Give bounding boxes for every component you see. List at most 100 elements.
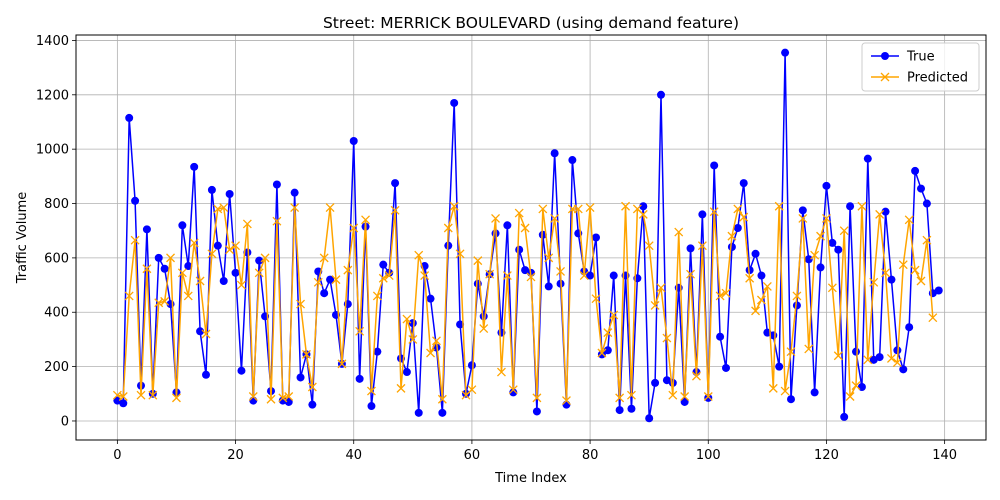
data-point-predicted bbox=[839, 226, 849, 236]
data-point-true bbox=[320, 289, 329, 298]
data-point-predicted bbox=[331, 275, 341, 285]
data-point-predicted bbox=[573, 204, 583, 214]
data-point-predicted bbox=[361, 215, 371, 225]
data-point-true bbox=[349, 137, 358, 146]
data-point-predicted bbox=[928, 313, 938, 323]
y-tick-label: 1000 bbox=[36, 143, 69, 158]
data-point-predicted bbox=[189, 238, 199, 248]
data-point-true bbox=[184, 262, 193, 271]
data-point-true bbox=[379, 260, 388, 269]
data-point-predicted bbox=[833, 351, 843, 361]
data-point-true bbox=[597, 350, 606, 359]
chart-title: Street: MERRICK BOULEVARD (using demand … bbox=[323, 14, 739, 32]
data-point-predicted bbox=[638, 209, 648, 219]
data-point-predicted bbox=[579, 271, 589, 281]
data-point-predicted bbox=[420, 271, 430, 281]
data-point-predicted bbox=[449, 201, 459, 211]
data-point-predicted bbox=[691, 371, 701, 381]
data-point-predicted bbox=[496, 367, 506, 377]
data-point-true bbox=[822, 181, 831, 190]
data-point-predicted bbox=[118, 392, 128, 401]
data-point-predicted bbox=[739, 212, 749, 222]
data-point-predicted bbox=[703, 392, 713, 401]
data-point-predicted bbox=[337, 359, 347, 369]
data-point-predicted bbox=[597, 348, 607, 358]
data-point-predicted bbox=[219, 203, 229, 213]
data-point-predicted bbox=[307, 382, 317, 392]
data-point-true bbox=[160, 264, 169, 273]
data-point-true bbox=[810, 388, 819, 397]
data-point-predicted bbox=[662, 333, 672, 343]
data-point-true bbox=[917, 184, 925, 193]
data-point-true bbox=[355, 374, 364, 383]
data-point-predicted bbox=[680, 392, 690, 401]
data-point-true bbox=[391, 179, 400, 188]
data-point-true bbox=[479, 312, 488, 321]
data-point-true bbox=[213, 241, 222, 250]
data-point-true bbox=[586, 271, 595, 280]
data-point-predicted bbox=[904, 215, 914, 225]
y-tick-label: 0 bbox=[61, 414, 69, 429]
data-point-predicted bbox=[372, 291, 382, 301]
data-point-predicted bbox=[183, 291, 193, 301]
data-point-predicted bbox=[733, 204, 743, 214]
data-point-predicted bbox=[236, 280, 246, 290]
legend-items bbox=[871, 52, 899, 82]
data-point-predicted bbox=[390, 205, 400, 215]
data-point-true bbox=[645, 414, 654, 423]
data-point-predicted bbox=[863, 355, 873, 365]
data-point-true bbox=[119, 399, 128, 408]
data-point-predicted bbox=[715, 291, 725, 301]
data-point-predicted bbox=[426, 348, 436, 358]
data-point-true bbox=[568, 156, 577, 165]
data-point-predicted bbox=[786, 347, 796, 357]
data-point-true bbox=[745, 266, 754, 275]
data-point-predicted bbox=[514, 208, 524, 218]
x-tick-label: 100 bbox=[696, 448, 721, 463]
data-point-predicted bbox=[609, 310, 619, 320]
series-layer bbox=[112, 48, 943, 423]
data-point-predicted bbox=[745, 273, 755, 283]
data-point-true bbox=[781, 48, 790, 57]
data-point-predicted bbox=[366, 386, 376, 396]
data-point-predicted bbox=[709, 207, 719, 217]
data-point-predicted bbox=[768, 383, 778, 393]
data-point-predicted bbox=[502, 271, 512, 281]
data-point-predicted bbox=[810, 250, 820, 260]
data-point-predicted bbox=[148, 390, 158, 400]
data-point-predicted bbox=[349, 223, 359, 233]
data-point-predicted bbox=[177, 268, 187, 278]
data-point-predicted bbox=[343, 265, 353, 275]
data-point-predicted bbox=[207, 249, 217, 259]
data-point-true bbox=[609, 271, 618, 280]
data-point-true bbox=[804, 255, 813, 264]
data-point-true bbox=[503, 221, 512, 230]
data-point-predicted bbox=[674, 227, 684, 237]
data-point-predicted bbox=[556, 267, 566, 276]
data-point-true bbox=[308, 400, 317, 409]
data-point-true bbox=[509, 388, 518, 397]
data-point-true bbox=[237, 366, 246, 375]
x-tick-label: 0 bbox=[113, 448, 121, 463]
data-point-predicted bbox=[550, 214, 560, 223]
data-point-true bbox=[207, 185, 216, 194]
x-tick-label: 140 bbox=[932, 448, 957, 463]
data-point-true bbox=[881, 207, 890, 216]
data-point-predicted bbox=[284, 392, 294, 401]
data-point-predicted bbox=[319, 253, 329, 263]
data-point-true bbox=[562, 400, 571, 409]
data-point-true bbox=[899, 365, 908, 374]
data-point-true bbox=[792, 301, 801, 310]
data-point-predicted bbox=[384, 271, 394, 281]
data-point-true bbox=[775, 362, 784, 371]
data-point-predicted bbox=[479, 324, 489, 334]
data-point-true bbox=[603, 346, 612, 355]
legend-label-true: True bbox=[906, 50, 935, 65]
data-point-true bbox=[639, 202, 648, 211]
data-point-predicted bbox=[124, 291, 134, 301]
data-point-predicted bbox=[231, 241, 241, 251]
data-point-true bbox=[373, 347, 382, 356]
y-axis-label: Traffic Volume bbox=[15, 192, 30, 285]
data-point-predicted bbox=[437, 394, 447, 404]
